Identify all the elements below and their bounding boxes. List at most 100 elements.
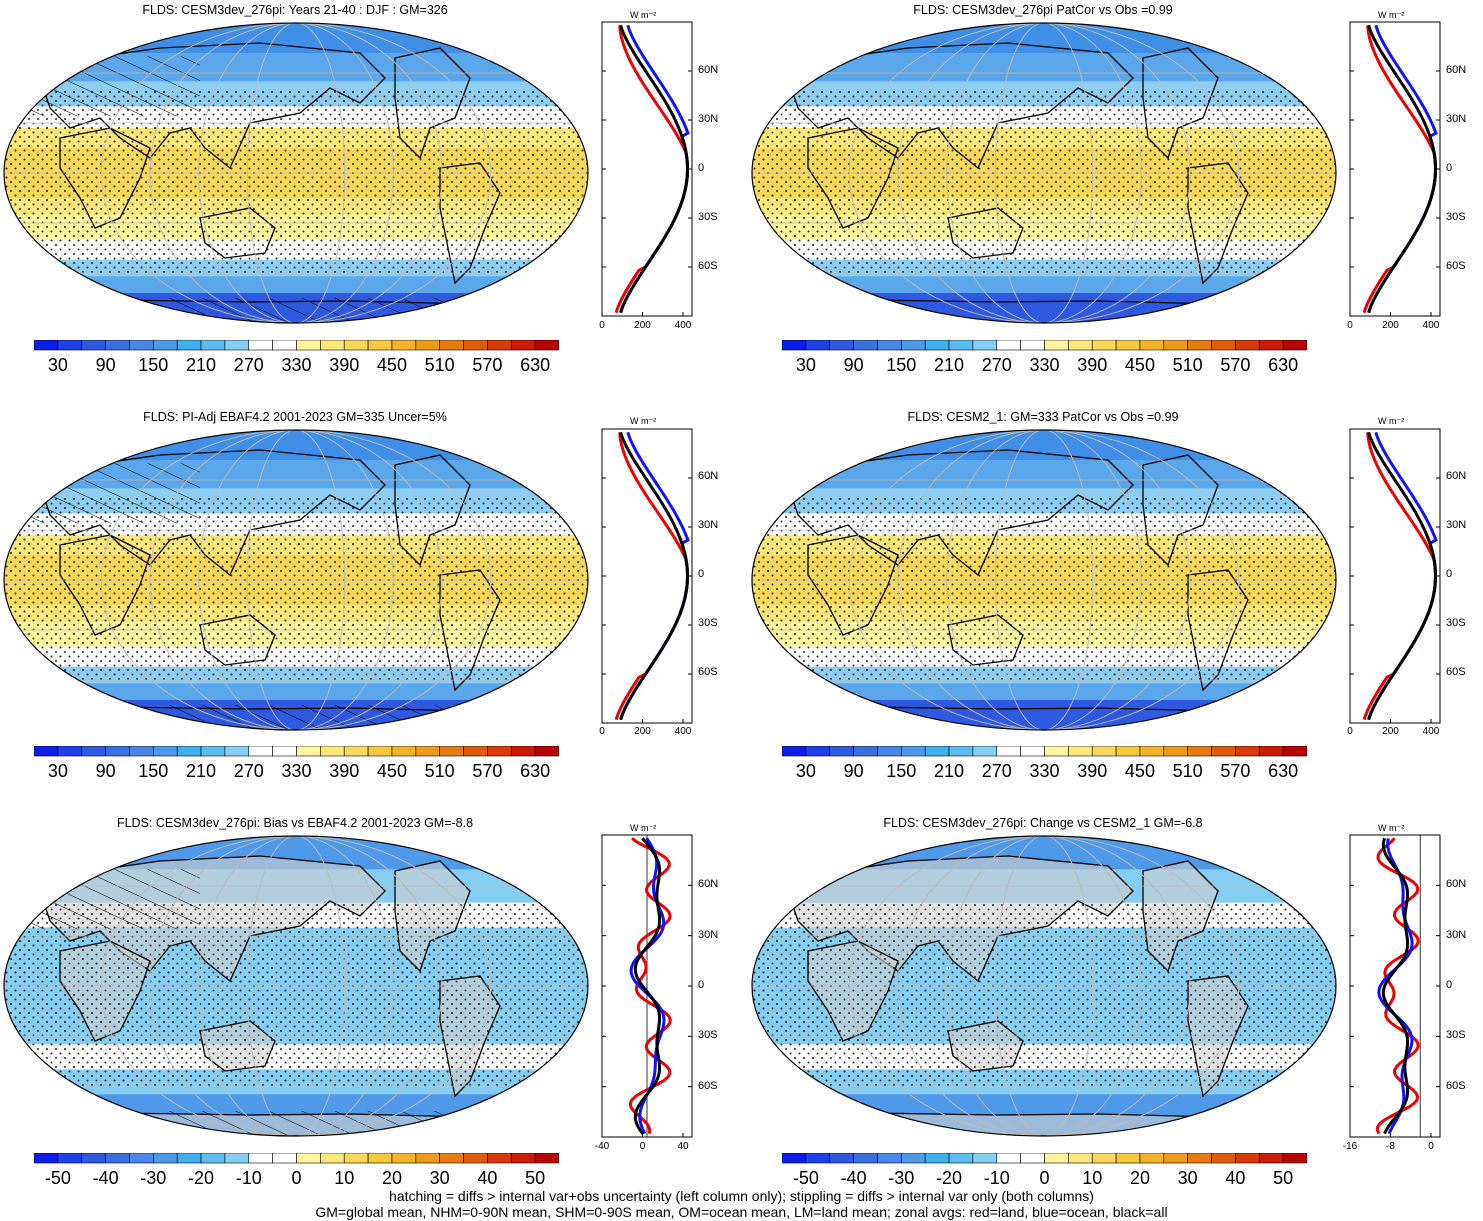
zonal-x-tick-label: 400 (674, 726, 692, 737)
colorbar-swatch (534, 746, 559, 757)
colorbar-swatch (1068, 340, 1093, 351)
colorbar-swatch (1211, 340, 1236, 351)
map-color-band (752, 23, 1336, 54)
colorbar-label: -10 (235, 1168, 262, 1188)
colorbar-swatch (248, 1153, 273, 1164)
world-map-panel (3, 429, 589, 731)
latitude-tick-label: 60S (698, 1079, 718, 1092)
colorbar-label: 40 (1225, 1168, 1246, 1188)
colorbar (34, 746, 559, 757)
panel-title: FLDS: CESM3dev_276pi: Years 21-40 : DJF … (142, 3, 448, 17)
latitude-tick-label: 60N (1446, 64, 1467, 76)
colorbar-swatch (176, 1153, 202, 1164)
colorbar-label: 0 (1039, 1168, 1050, 1188)
zonal-x-tick-label: 200 (634, 320, 651, 331)
colorbar-swatch (1091, 340, 1117, 351)
colorbar-swatch (320, 340, 345, 351)
latitude-tick-label: 0 (1446, 568, 1453, 580)
colorbar-swatch (510, 1153, 536, 1164)
colorbar-swatch (534, 1153, 559, 1164)
latitude-tick-label: 30N (1446, 519, 1467, 531)
units-label: W m⁻² (630, 416, 657, 426)
latitude-tick-label: 0 (698, 979, 705, 991)
colorbar-label: 20 (381, 1168, 402, 1188)
latitude-tick-label: 30S (1446, 1029, 1466, 1042)
colorbar-label: 90 (843, 761, 864, 781)
colorbar-label: 50 (525, 1168, 546, 1188)
latitude-tick-label: 60S (1446, 1079, 1466, 1092)
colorbar-label: 390 (1077, 761, 1108, 781)
map-color-band (752, 683, 1336, 701)
colorbar-swatch (1139, 746, 1165, 757)
colorbar-swatch (1020, 340, 1045, 351)
colorbar-label: 390 (329, 761, 360, 781)
colorbar-swatch (901, 340, 926, 351)
latitude-tick-label: 30N (698, 928, 719, 941)
colorbar-swatch (1235, 1153, 1260, 1164)
latitude-tick-label: 0 (698, 162, 705, 174)
units-label: W m⁻² (630, 10, 657, 20)
colorbar-swatch (129, 746, 154, 757)
colorbar-label: 150 (886, 355, 917, 375)
latitude-tick-label: 30S (698, 211, 718, 223)
colorbar-swatch (367, 1153, 393, 1164)
latitude-tick-label: 60N (698, 878, 719, 891)
zonal-x-tick-label: -40 (594, 1141, 610, 1152)
colorbar-label: 510 (424, 355, 455, 375)
zonal-x-tick-label: -8 (1386, 1141, 1395, 1152)
colorbar-label: 570 (472, 761, 503, 781)
map-color-band (752, 276, 1336, 294)
colorbar-swatch (1091, 746, 1117, 757)
colorbar-swatch (948, 340, 974, 351)
colorbar-swatch (805, 1153, 831, 1164)
zonal-x-tick-label: 400 (1422, 726, 1440, 737)
colorbar-swatch (901, 746, 926, 757)
colorbar-swatch (901, 1153, 926, 1164)
colorbar-label: 450 (1124, 761, 1155, 781)
colorbar-swatch (439, 340, 464, 351)
zonal-x-tick-label: 0 (639, 1141, 646, 1152)
latitude-tick-label: 60S (1446, 260, 1466, 272)
map-color-band (4, 23, 588, 54)
latitude-tick-label: 60S (698, 260, 718, 272)
colorbar-swatch (367, 340, 393, 351)
colorbar-swatch (1187, 340, 1212, 351)
map-color-band (4, 430, 588, 461)
colorbar-label: 450 (376, 761, 407, 781)
colorbar-swatch (57, 340, 83, 351)
colorbar-swatch (153, 1153, 178, 1164)
colorbar-label: 570 (1220, 355, 1251, 375)
zonal-x-tick-label: 0 (1347, 320, 1353, 331)
latitude-tick-label: 0 (1446, 162, 1453, 174)
colorbar-swatch (1068, 746, 1093, 757)
colorbar-swatch (320, 746, 345, 757)
colorbar-swatch (200, 340, 226, 351)
colorbar-swatch (1235, 746, 1260, 757)
colorbar-swatch (296, 746, 321, 757)
colorbar-label: 270 (233, 355, 264, 375)
zonal-line-black (1367, 24, 1438, 314)
map-color-band (752, 700, 1336, 730)
colorbar-label: -20 (936, 1168, 963, 1188)
colorbar-swatch (1139, 340, 1165, 351)
colorbar-swatch (1187, 746, 1212, 757)
colorbar-label: 10 (1082, 1168, 1103, 1188)
zonal-line-blue (1377, 838, 1414, 1135)
latitude-tick-label: 0 (698, 568, 705, 580)
zonal-x-tick-label: 200 (1382, 320, 1399, 331)
colorbar-swatch (510, 340, 536, 351)
units-label: W m⁻² (1378, 10, 1405, 20)
colorbar-label: 330 (1029, 355, 1060, 375)
colorbar-swatch (487, 1153, 512, 1164)
latitude-tick-label: 60N (1446, 878, 1467, 891)
colorbar-swatch (877, 340, 902, 351)
zonal-x-tick-label: -16 (1342, 1141, 1358, 1152)
colorbar-swatch (105, 746, 130, 757)
zonal-line-red (628, 837, 672, 1134)
zonal-mean-plot (1349, 428, 1441, 724)
colorbar-swatch (34, 1153, 59, 1164)
colorbar-swatch (57, 746, 83, 757)
latitude-tick-label: 0 (1446, 979, 1453, 991)
colorbar-swatch (782, 340, 807, 351)
latitude-tick-label: 30S (698, 1029, 718, 1042)
